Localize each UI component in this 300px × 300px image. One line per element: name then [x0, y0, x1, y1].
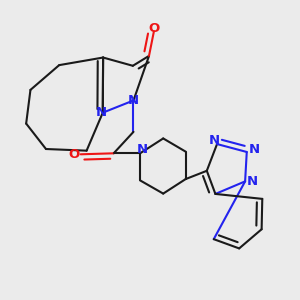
- Text: N: N: [209, 134, 220, 147]
- Text: N: N: [136, 143, 147, 156]
- Text: N: N: [247, 175, 258, 188]
- Text: N: N: [96, 106, 107, 119]
- Text: N: N: [249, 143, 260, 156]
- Text: O: O: [68, 148, 80, 161]
- Text: N: N: [128, 94, 139, 107]
- Text: O: O: [148, 22, 160, 35]
